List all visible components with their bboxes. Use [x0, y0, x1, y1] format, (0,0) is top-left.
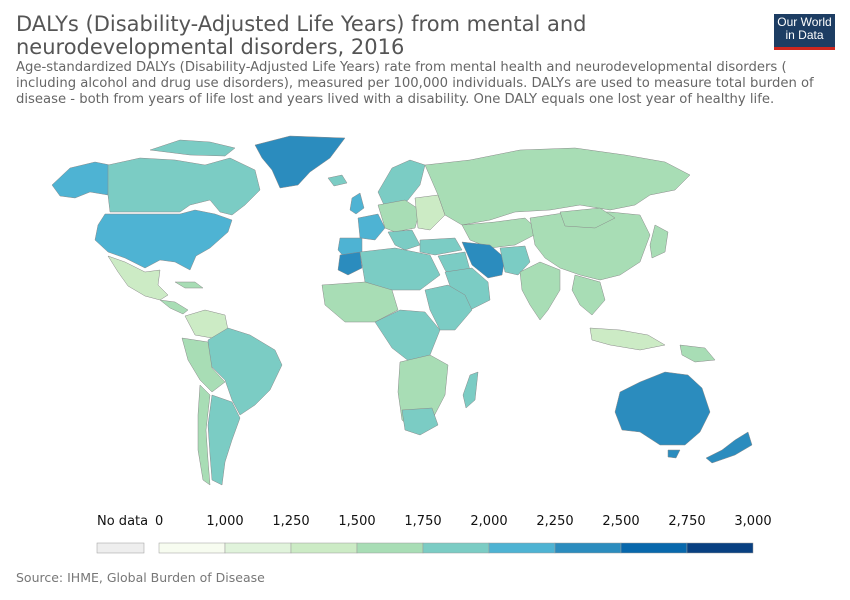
- country-alaska[interactable]: [51, 161, 111, 199]
- country-india[interactable]: [519, 261, 561, 321]
- country-madagascar[interactable]: [462, 371, 479, 409]
- country-tasmania[interactable]: [667, 449, 681, 459]
- legend-bin[interactable]: [488, 542, 556, 554]
- country-chile[interactable]: [197, 384, 211, 486]
- country-italy-balkans[interactable]: [387, 229, 421, 251]
- legend-bin[interactable]: [422, 542, 490, 554]
- legend-tick-label: 0: [155, 514, 164, 529]
- chart-title: DALYs (Disability-Adjusted Life Years) f…: [16, 13, 756, 59]
- legend-tick-label: 1,000: [206, 514, 244, 529]
- subtitle-line-3: disease - both from years of life lost a…: [16, 92, 775, 107]
- country-france[interactable]: [357, 213, 386, 241]
- chart-title-line-1: DALYs (Disability-Adjusted Life Years) f…: [16, 12, 587, 36]
- country-argentina[interactable]: [207, 394, 241, 486]
- country-east-africa[interactable]: [424, 284, 473, 331]
- legend-tick-label: 2,250: [536, 514, 574, 529]
- country-russia[interactable]: [424, 147, 691, 226]
- country-southeast-asia[interactable]: [571, 274, 606, 316]
- country-indonesia[interactable]: [589, 327, 666, 351]
- legend-bin[interactable]: [290, 542, 358, 554]
- country-japan[interactable]: [649, 224, 669, 259]
- country-mexico[interactable]: [107, 255, 169, 301]
- country-west-africa[interactable]: [321, 281, 399, 323]
- country-kazakhstan[interactable]: [461, 217, 541, 249]
- legend-color-scale: [158, 542, 754, 554]
- subtitle-line-1: Age-standardized DALYs (Disability-Adjus…: [16, 60, 787, 75]
- legend-tick-label: 2,500: [602, 514, 640, 529]
- country-canada-arctic[interactable]: [149, 139, 236, 157]
- legend-bin[interactable]: [356, 542, 424, 554]
- legend-bin[interactable]: [224, 542, 292, 554]
- legend-tick-label: 2,000: [470, 514, 508, 529]
- country-afghanistan-pakistan[interactable]: [499, 245, 531, 276]
- country-new-zealand[interactable]: [705, 431, 753, 464]
- legend-tick-label: 1,500: [338, 514, 376, 529]
- country-brazil[interactable]: [207, 327, 283, 416]
- legend: [96, 542, 754, 554]
- country-iceland[interactable]: [327, 174, 348, 187]
- owid-logo[interactable]: Our World in Data: [774, 14, 835, 50]
- legend-tick-label: 3,000: [734, 514, 772, 529]
- legend-bin[interactable]: [686, 542, 754, 554]
- country-china[interactable]: [529, 211, 651, 281]
- country-morocco[interactable]: [337, 251, 363, 276]
- legend-bin[interactable]: [158, 542, 226, 554]
- country-turkey[interactable]: [419, 237, 463, 256]
- legend-tick-label: 1,250: [272, 514, 310, 529]
- chart-subtitle: Age-standardized DALYs (Disability-Adjus…: [16, 60, 848, 108]
- country-mongolia[interactable]: [559, 207, 616, 229]
- country-cuba[interactable]: [174, 281, 204, 289]
- country-australia[interactable]: [614, 371, 711, 446]
- country-greenland[interactable]: [254, 135, 346, 189]
- legend-no-data-swatch: [96, 542, 145, 554]
- country-papua-new-guinea[interactable]: [679, 344, 716, 363]
- country-usa[interactable]: [94, 209, 233, 271]
- logo-text-line-2: in Data: [785, 28, 824, 42]
- country-central-africa[interactable]: [374, 309, 441, 363]
- legend-tick-label: 2,750: [668, 514, 706, 529]
- country-south-africa[interactable]: [401, 407, 439, 436]
- legend-bin[interactable]: [620, 542, 688, 554]
- country-eastern-europe[interactable]: [414, 194, 446, 231]
- chart-title-line-2: neurodevelopmental disorders, 2016: [16, 35, 405, 59]
- legend-no-data-label: No data: [97, 514, 149, 529]
- country-canada[interactable]: [107, 157, 261, 216]
- country-central-america[interactable]: [159, 299, 189, 315]
- country-north-africa[interactable]: [359, 247, 441, 291]
- legend-bin[interactable]: [554, 542, 622, 554]
- source-note[interactable]: Source: IHME, Global Burden of Disease: [16, 570, 265, 585]
- logo-accent-bar: [774, 47, 835, 50]
- legend-tick-label: 1,750: [404, 514, 442, 529]
- subtitle-line-2: including alcohol and drug use disorders…: [16, 76, 814, 91]
- country-central-europe[interactable]: [377, 199, 421, 233]
- country-iran[interactable]: [461, 241, 506, 279]
- logo-text-line-1: Our World: [777, 15, 832, 29]
- country-uk[interactable]: [349, 192, 365, 215]
- country-peru-bolivia[interactable]: [181, 337, 226, 393]
